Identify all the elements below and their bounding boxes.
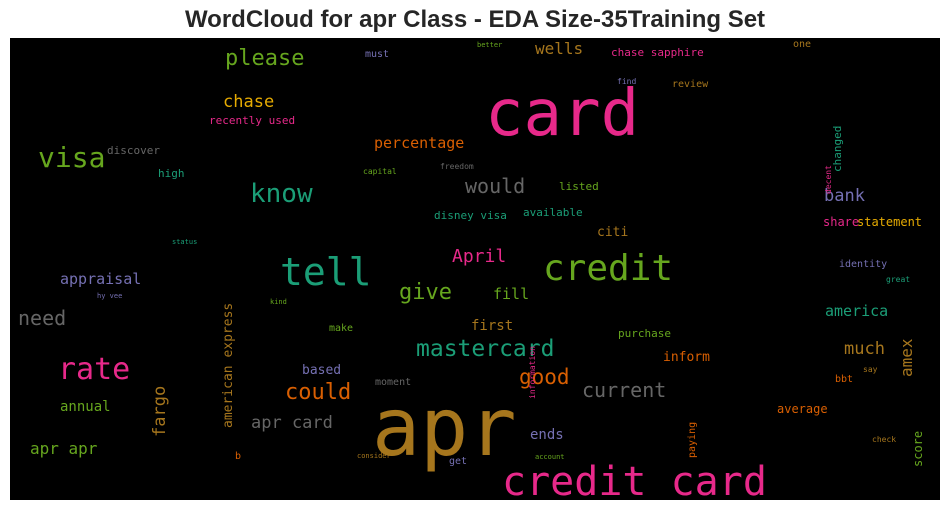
word-would: would	[465, 174, 526, 198]
word-apr-apr: apr apr	[30, 439, 98, 458]
word-annual: annual	[60, 399, 111, 415]
word-decent: decent	[824, 164, 833, 194]
word-statement: statement	[857, 215, 923, 229]
word-capital: capital	[363, 167, 397, 176]
word-information: information	[528, 345, 537, 399]
word-american-express: american express	[221, 302, 236, 428]
word-ends: ends	[530, 427, 564, 443]
word-purchase: purchase	[618, 327, 671, 340]
word-bbt: bbt	[835, 374, 854, 385]
word-disney-visa: disney visa	[434, 209, 507, 222]
chart-title: WordCloud for apr Class - EDA Size-35Tra…	[184, 6, 766, 33]
word-know: know	[250, 179, 313, 209]
word-consider: consider	[357, 452, 391, 460]
word-card: card	[485, 77, 640, 151]
word-high: high	[158, 167, 185, 180]
word-could: could	[285, 380, 352, 405]
word-much: much	[844, 339, 885, 359]
word-america: america	[825, 302, 889, 320]
word-inform: inform	[663, 350, 710, 365]
word-wells: wells	[535, 39, 584, 58]
word-review: review	[672, 79, 709, 90]
word-visa: visa	[38, 141, 106, 174]
word-better: better	[477, 41, 503, 49]
word-one: one	[793, 39, 812, 50]
word-based: based	[302, 363, 342, 378]
word-need: need	[18, 306, 67, 330]
word-b: b	[235, 451, 242, 462]
word-find: find	[617, 77, 637, 86]
word-rate: rate	[58, 352, 131, 387]
word-recently-used: recently used	[209, 114, 296, 127]
word-score: score	[911, 431, 925, 468]
word-appraisal: appraisal	[60, 270, 142, 288]
word-status: status	[172, 238, 198, 246]
word-fill: fill	[493, 285, 530, 303]
word-ends-get: get	[449, 456, 468, 467]
word-changed: changed	[831, 125, 844, 172]
word-apr-card: apr card	[251, 413, 333, 433]
word-citi: citi	[597, 225, 629, 240]
word-current: current	[582, 378, 667, 402]
word-chase-sapphire: chase sapphire	[611, 46, 704, 59]
word-account: account	[535, 453, 565, 461]
word-must: must	[365, 49, 390, 60]
wordcloud-canvas: apr card credit card credit tell rate visa know…	[10, 38, 940, 500]
word-identity: identity	[839, 259, 888, 270]
word-April: April	[452, 246, 507, 267]
word-hy-vee: hy vee	[97, 292, 123, 300]
word-credit-card: credit card	[502, 459, 767, 500]
word-paying: paying	[687, 422, 698, 459]
word-good: good	[519, 365, 570, 389]
word-apr: apr	[372, 381, 517, 474]
word-kind: kind	[270, 298, 287, 306]
word-share: share	[823, 215, 860, 229]
word-available: available	[523, 206, 583, 219]
word-amex: amex	[897, 338, 916, 377]
word-moment: moment	[375, 377, 412, 388]
word-bank: bank	[824, 186, 865, 206]
word-great: great	[886, 275, 911, 284]
word-fargo: fargo	[150, 385, 170, 437]
word-make: make	[329, 323, 354, 334]
word-say: say	[863, 365, 878, 374]
word-average: average	[777, 402, 828, 416]
word-freedom: freedom	[440, 162, 474, 171]
word-chase: chase	[223, 92, 275, 112]
word-credit: credit	[543, 248, 674, 289]
word-percentage: percentage	[374, 134, 465, 152]
word-mastercard: mastercard	[416, 336, 555, 362]
word-tell: tell	[280, 250, 372, 294]
word-please: please	[225, 46, 305, 71]
word-give: give	[399, 280, 452, 305]
word-discover: discover	[107, 144, 160, 157]
word-check: check	[872, 435, 897, 444]
word-listed: listed	[559, 180, 599, 193]
word-first: first	[471, 318, 514, 334]
